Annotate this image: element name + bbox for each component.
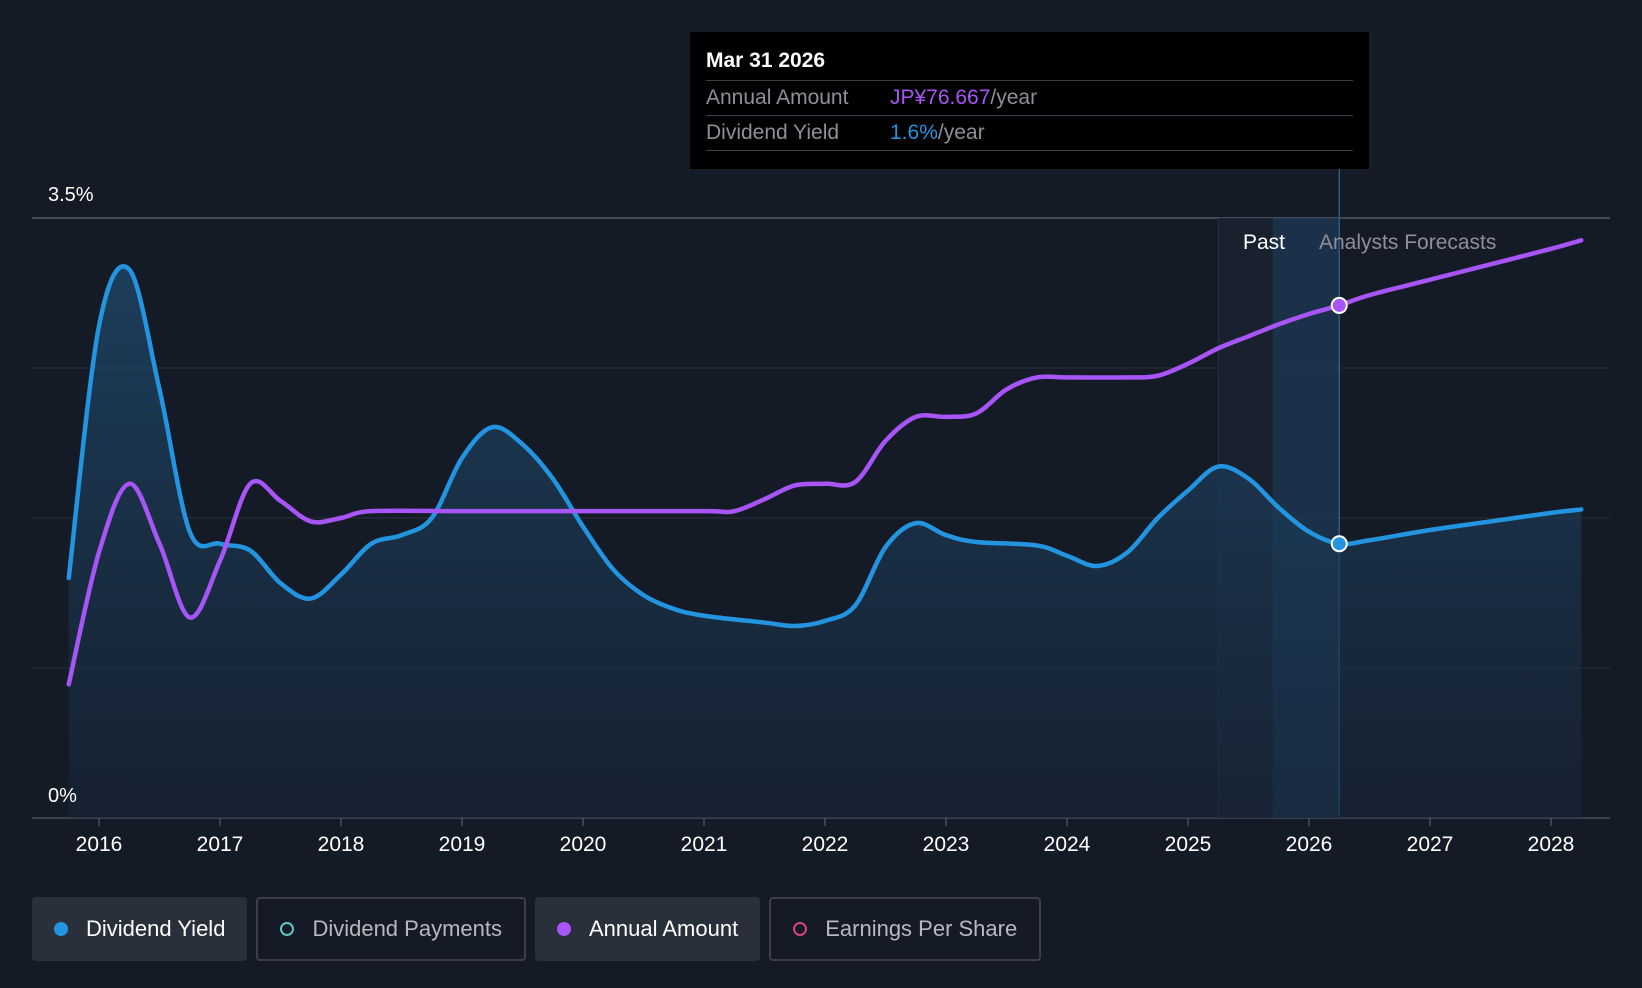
x-tick-label: 2026 — [1286, 833, 1333, 856]
x-tick-label: 2022 — [802, 833, 849, 856]
tooltip-annual-unit: /year — [990, 86, 1038, 109]
x-tick-label: 2018 — [318, 833, 365, 856]
forecast-label: Analysts Forecasts — [1319, 231, 1496, 254]
legend-label: Dividend Yield — [86, 916, 226, 941]
x-tick-label: 2019 — [439, 833, 486, 856]
x-tick-label: 2023 — [923, 833, 970, 856]
annual-amount-line — [66, 238, 1584, 687]
dividend-yield-line — [66, 264, 1584, 629]
x-tick-label: 2028 — [1528, 833, 1575, 856]
dividend-yield-marker — [1330, 535, 1348, 553]
x-tick-label: 2020 — [560, 833, 607, 856]
legend-label: Dividend Payments — [312, 916, 502, 941]
annual-amount-dot-icon — [556, 922, 571, 936]
tooltip-date: Mar 31 2026 — [706, 46, 1353, 81]
series-lines — [66, 238, 1584, 687]
legend: Dividend Yield Dividend Payments Annual … — [32, 897, 1042, 961]
axis-labels: 2016 2017 2018 2019 2020 2021 2022 2023 2024 2025… — [48, 184, 1574, 856]
x-tick-label: 2017 — [197, 833, 244, 856]
tooltip-yield-value: 1.6% — [890, 121, 938, 144]
dividend-yield-dot-icon — [54, 922, 68, 936]
y-tick-label: 0% — [48, 785, 77, 807]
annual-amount-marker — [1330, 296, 1348, 314]
legend-label: Annual Amount — [588, 916, 739, 941]
tooltip-annual-row: Annual Amount JP¥76.667 /year — [706, 81, 1353, 116]
legend-label: Earnings Per Share — [825, 916, 1018, 941]
earnings-per-share-dot-icon — [793, 922, 808, 936]
tooltip-yield-row: Dividend Yield 1.6% /year — [706, 116, 1353, 151]
x-tick-label: 2025 — [1165, 833, 1212, 856]
tooltip-annual-label: Annual Amount — [706, 86, 849, 109]
tooltip-yield-label: Dividend Yield — [706, 121, 840, 144]
series-areas — [68, 266, 1582, 818]
tooltip-annual-value: JP¥76.667 — [890, 86, 991, 109]
legend-earnings-per-share-button[interactable]: Earnings Per Share — [769, 897, 1042, 961]
past-label: Past — [1243, 231, 1285, 254]
cursor-markers — [1330, 296, 1348, 553]
tooltip: Mar 31 2026 Annual Amount JP¥76.667 /yea… — [690, 32, 1369, 169]
x-tick-label: 2027 — [1407, 833, 1454, 856]
y-tick-label: 3.5% — [48, 184, 94, 206]
x-tick-label: 2016 — [76, 833, 123, 856]
dividend-yield-area — [68, 266, 1582, 818]
dividend-payments-dot-icon — [280, 922, 295, 936]
legend-annual-amount-button[interactable]: Annual Amount — [534, 897, 761, 961]
x-tick-label: 2024 — [1044, 833, 1091, 856]
tooltip-yield-unit: /year — [937, 121, 985, 144]
legend-dividend-yield-button[interactable]: Dividend Yield — [32, 897, 248, 961]
legend-dividend-payments-button[interactable]: Dividend Payments — [256, 897, 526, 961]
x-tick-label: 2021 — [681, 833, 728, 856]
